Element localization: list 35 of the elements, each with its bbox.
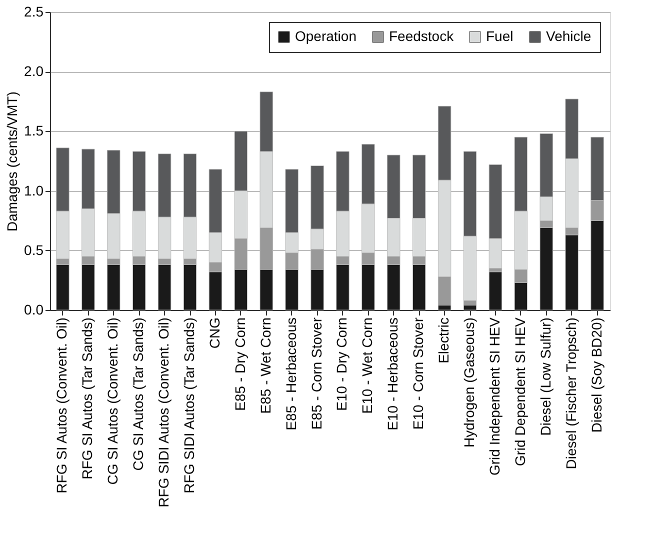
y-tick-label: 2.5	[24, 4, 44, 20]
x-tick-label: E10 - Dry Corn	[334, 318, 350, 411]
x-tick-label: Grid Independent SI HEV	[486, 316, 502, 476]
x-tick-label: E85 - Corn Stover	[308, 317, 324, 430]
x-tick-label: E10 - Wet Corn	[359, 318, 376, 414]
x-tick-label: CNG	[206, 318, 222, 349]
legend-label: Feedstock	[389, 28, 455, 44]
legend-label: Operation	[295, 28, 356, 44]
y-tick-label: 2.0	[24, 63, 44, 80]
y-axis-title: Damages (cents/VMT)	[4, 91, 20, 232]
x-tick-label: E85 - Wet Corn	[257, 318, 274, 414]
x-tick-label: E10 - Herbaceous	[384, 318, 401, 430]
x-tick-label: Grid Dependent SI HEV	[512, 316, 528, 466]
x-tick-label: RFG SIDI Autos (Tar Sands)	[181, 318, 197, 494]
x-tick-label: Diesel (Fischer Tropsch)	[562, 318, 579, 470]
bar	[488, 272, 502, 310]
y-tick-label: 1.0	[24, 182, 44, 198]
y-tick-label: 0.5	[24, 242, 44, 258]
x-tick-label: RFG SI Autos (Tar Sands)	[79, 318, 96, 480]
y-tick-label: 1.5	[24, 122, 44, 139]
x-tick-label: RFG SIDI Autos (Convent. Oil)	[156, 318, 172, 508]
legend-label: Vehicle	[546, 28, 592, 44]
x-tick-label: Diesel (Soy BD20)	[588, 318, 604, 433]
legend-label: Fuel	[486, 28, 514, 44]
x-tick-label: RFG SI Autos (Convent. Oil)	[54, 318, 70, 494]
bar	[463, 304, 477, 310]
x-tick-label: Hydrogen (Gaseous)	[461, 318, 477, 448]
x-tick-label: E85 - Herbaceous	[282, 318, 299, 430]
x-tick-label: Diesel (Low Sulfur)	[537, 318, 554, 436]
x-tick-label: CG SI Autos (Convent. Oil)	[104, 318, 121, 485]
y-tick-label: 0.0	[24, 302, 44, 318]
x-tick-label: Electric	[436, 318, 452, 364]
x-tick-label: E10 - Corn Stover	[410, 317, 426, 430]
x-tick-label: CG SI Autos (Tar Sands)	[130, 318, 146, 471]
x-tick-label: E85 - Dry Corn	[232, 318, 248, 411]
